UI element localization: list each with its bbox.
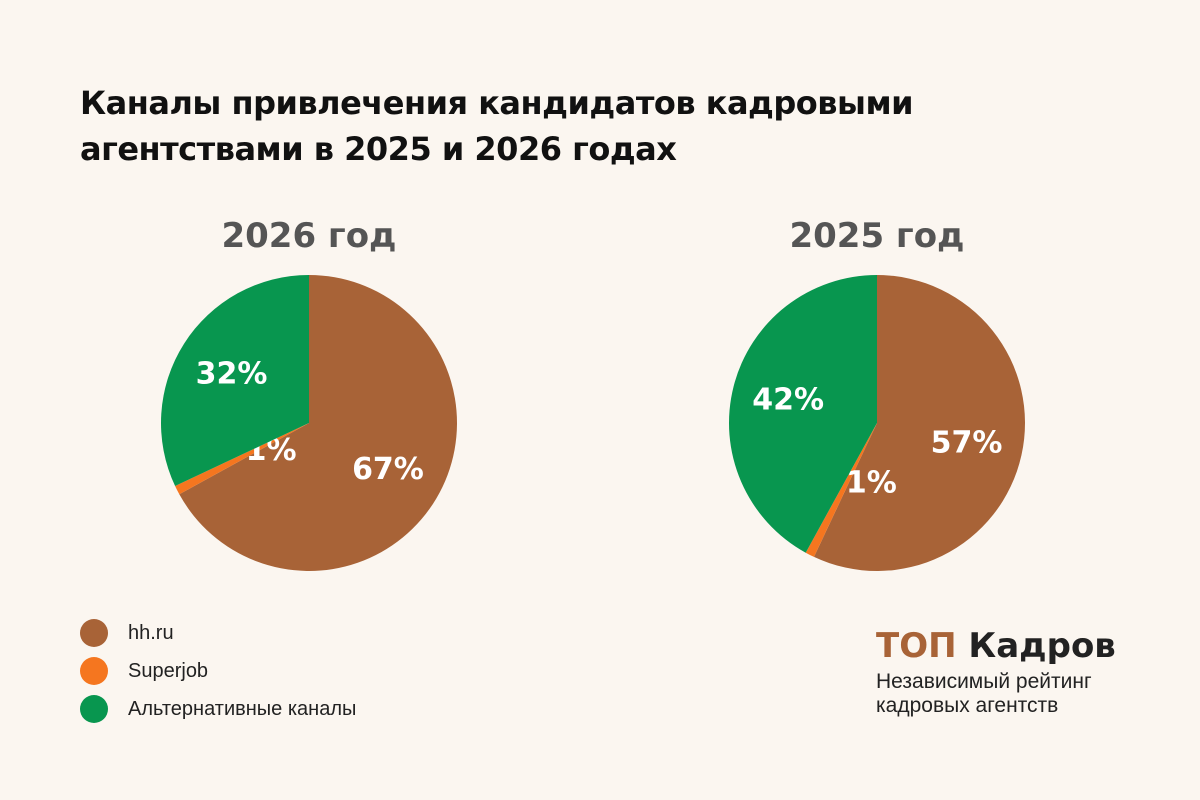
legend-item-hh: hh.ru bbox=[80, 614, 356, 652]
brand-name-accent: ТОП bbox=[876, 626, 957, 666]
pie-slice-alternative bbox=[160, 275, 309, 487]
legend-label-alternative: Альтернативные каналы bbox=[128, 697, 357, 720]
slice-label-alternative: 32% bbox=[196, 356, 268, 391]
brand-name-rest: Кадров bbox=[968, 626, 1116, 666]
brand-subtitle: Независимый рейтинг кадровых агентств bbox=[876, 670, 1092, 717]
legend-swatch-superjob bbox=[80, 657, 108, 685]
page-title: Каналы привлечения кандидатов кадровыми … bbox=[80, 84, 914, 168]
pie-slice-alternative bbox=[729, 275, 877, 553]
chart-title-2025: 2025 год bbox=[789, 216, 965, 256]
brand-block: ТОП Кадров Независимый рейтинг кадровых … bbox=[876, 624, 1176, 718]
legend-label-hh: hh.ru bbox=[128, 621, 174, 644]
pie-slice-hh bbox=[813, 275, 1025, 571]
pie-chart-2025: 57% 1% 42% bbox=[729, 275, 1025, 571]
pie-chart-2026: 67%1%32% bbox=[160, 275, 457, 571]
pie-slice-hh bbox=[179, 275, 457, 571]
slice-label-hh: 67% bbox=[352, 452, 424, 487]
pie-slice-superjob bbox=[175, 423, 309, 495]
slice-label-alternative: 42% bbox=[752, 383, 824, 418]
pie-slice-superjob bbox=[805, 423, 877, 557]
legend-item-alternative: Альтернативные каналы bbox=[80, 690, 356, 728]
legend-label-superjob: Superjob bbox=[128, 659, 209, 682]
slice-label-superjob: 1% bbox=[846, 465, 897, 500]
legend: hh.ru Superjob Альтернативные каналы bbox=[80, 614, 356, 728]
legend-item-superjob: Superjob bbox=[80, 652, 356, 690]
brand-logo: ТОП Кадров bbox=[876, 624, 1176, 668]
chart-title-2026: 2026 год bbox=[221, 216, 397, 256]
slice-label-hh: 57% bbox=[931, 426, 1003, 461]
legend-swatch-alternative bbox=[80, 695, 108, 723]
legend-swatch-hh bbox=[80, 619, 108, 647]
